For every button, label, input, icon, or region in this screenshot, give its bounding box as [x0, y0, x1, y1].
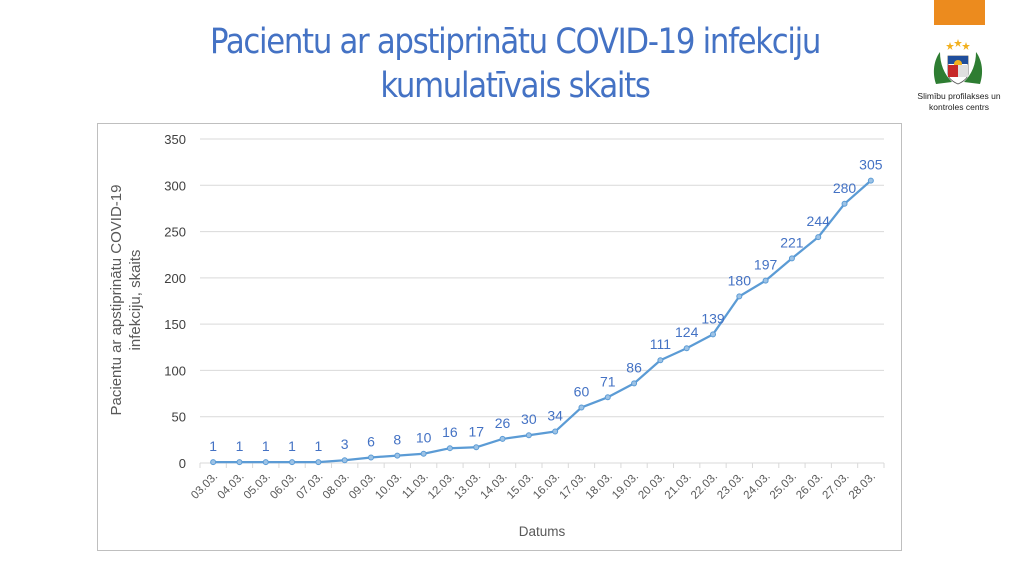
slide-title: Pacientu ar apstiprinātu COVID-19 infekc… — [167, 20, 862, 108]
data-label: 6 — [367, 433, 375, 449]
data-label: 1 — [262, 438, 270, 454]
data-point — [552, 428, 559, 435]
data-point — [578, 404, 585, 411]
data-label: 139 — [701, 310, 725, 326]
data-point — [815, 234, 822, 241]
data-point — [736, 293, 743, 300]
data-point — [788, 255, 795, 262]
x-tick-label: 08.03. — [321, 471, 352, 502]
x-tick-label: 05.03. — [242, 471, 273, 502]
x-tick-label: 13.03. — [452, 471, 483, 502]
x-tick-label: 20.03. — [636, 471, 667, 502]
x-tick-label: 26.03. — [794, 471, 825, 502]
y-tick-label: 350 — [164, 132, 186, 147]
data-label: 10 — [416, 430, 432, 446]
y-tick-label: 0 — [179, 456, 186, 471]
x-tick-label: 14.03. — [479, 471, 510, 502]
x-tick-label: 09.03. — [347, 471, 378, 502]
data-label: 244 — [807, 213, 831, 229]
x-tick-label: 27.03. — [821, 471, 852, 502]
x-tick-label: 07.03. — [294, 471, 325, 502]
data-label: 111 — [650, 336, 671, 352]
data-label: 305 — [859, 157, 883, 173]
data-label: 1 — [314, 438, 322, 454]
data-point — [473, 444, 480, 451]
data-label: 1 — [236, 438, 244, 454]
x-tick-label: 12.03. — [426, 471, 457, 502]
latvia-coat-of-arms-icon — [933, 39, 983, 85]
data-label: 280 — [833, 180, 857, 196]
data-point — [657, 357, 664, 364]
logo-accent-bar — [934, 0, 985, 25]
data-label: 26 — [495, 415, 511, 431]
data-point — [683, 345, 690, 352]
data-point — [631, 380, 638, 387]
data-label: 16 — [442, 424, 458, 440]
data-label: 180 — [728, 272, 752, 288]
data-point — [499, 435, 506, 442]
title-line-2: kumulatīvais skaits — [380, 66, 651, 106]
data-label: 197 — [754, 257, 778, 273]
data-label: 34 — [547, 408, 563, 424]
x-tick-label: 04.03. — [215, 471, 246, 502]
x-tick-label: 22.03. — [689, 471, 720, 502]
x-tick-label: 24.03. — [742, 471, 773, 502]
data-point — [762, 277, 769, 284]
x-tick-label: 19.03. — [610, 471, 641, 502]
data-point — [341, 457, 348, 464]
x-tick-label: 10.03. — [373, 471, 404, 502]
x-tick-label: 16.03. — [531, 471, 562, 502]
organization-name-line-2: kontroles centrs — [929, 102, 989, 112]
x-tick-label: 25.03. — [768, 471, 799, 502]
data-label: 60 — [574, 383, 590, 399]
data-point — [525, 432, 532, 439]
x-tick-label: 03.03. — [189, 471, 220, 502]
x-tick-label: 06.03. — [268, 471, 299, 502]
data-point — [867, 177, 874, 184]
x-tick-label: 21.03. — [663, 471, 694, 502]
data-point — [446, 445, 453, 452]
data-label: 8 — [393, 432, 401, 448]
x-tick-label: 17.03. — [557, 471, 588, 502]
y-tick-label: 50 — [172, 410, 186, 425]
data-label: 1 — [288, 438, 296, 454]
x-tick-label: 15.03. — [505, 471, 536, 502]
data-point — [710, 331, 716, 338]
y-tick-label: 250 — [164, 225, 186, 240]
data-label: 17 — [468, 423, 484, 439]
series-line — [213, 179, 872, 464]
x-tick-label: 18.03. — [584, 471, 615, 502]
data-label: 221 — [780, 234, 804, 250]
y-tick-label: 100 — [164, 363, 186, 378]
data-point — [394, 452, 401, 459]
data-point — [604, 394, 611, 401]
data-point — [368, 454, 374, 461]
chart-area — [97, 123, 902, 551]
organization-name: Slimību profilakses un kontroles centrs — [906, 91, 1012, 113]
data-label: 124 — [675, 324, 699, 340]
data-point — [210, 459, 217, 466]
x-tick-label: 11.03. — [400, 471, 430, 501]
y-tick-label: 150 — [164, 317, 186, 332]
x-tick-label: 23.03. — [715, 471, 746, 502]
organization-name-line-1: Slimību profilakses un — [917, 91, 1001, 101]
data-label: 1 — [209, 438, 217, 454]
data-point — [315, 459, 322, 466]
data-point — [262, 459, 269, 466]
data-label: 71 — [600, 373, 616, 389]
data-point — [289, 459, 296, 466]
data-label: 3 — [341, 436, 349, 452]
data-label: 86 — [626, 359, 642, 375]
y-axis-title: Pacientu ar apstiprinātu COVID-19 infekci… — [108, 185, 144, 416]
x-axis-title: Datums — [519, 524, 566, 539]
data-label: 30 — [521, 411, 537, 427]
data-point — [841, 200, 848, 207]
y-tick-label: 300 — [164, 178, 186, 193]
data-point — [236, 459, 243, 466]
y-tick-label: 200 — [164, 271, 186, 286]
x-tick-label: 28.03. — [847, 471, 878, 502]
title-line-1: Pacientu ar apstiprinātu COVID-19 infekc… — [209, 22, 821, 62]
data-point — [420, 450, 427, 457]
